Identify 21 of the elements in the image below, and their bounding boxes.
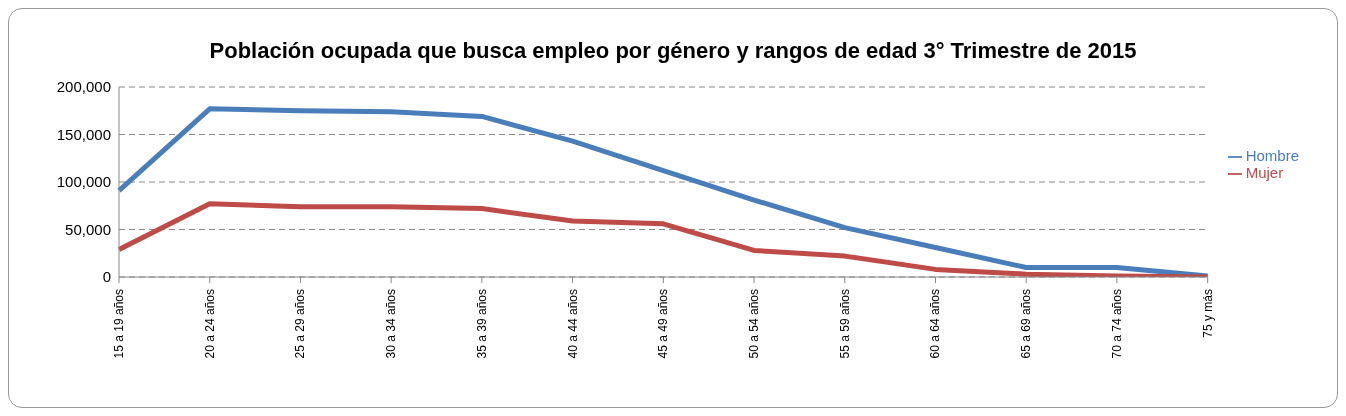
x-tick-label: 60 a 64 años [928,289,943,359]
legend-label: Mujer [1245,164,1284,182]
x-tick-label: 65 a 69 años [1019,289,1034,359]
y-tick-label: 200,000 [56,78,111,96]
x-tick-label: 20 a 24 años [202,289,217,359]
x-tick-label: 35 a 39 años [474,289,489,359]
x-tick-label: 75 y más [1200,289,1215,338]
y-tick-label: 150,000 [56,125,111,143]
y-tick-label: 50,000 [65,220,111,238]
x-tick-label: 55 a 59 años [837,289,852,359]
x-tick-label: 45 a 49 años [656,289,671,359]
x-tick-label: 50 a 54 años [747,289,762,359]
y-tick-label: 100,000 [56,173,111,191]
x-tick-label: 40 a 44 años [565,289,580,359]
x-tick-label: 25 a 29 años [293,289,308,359]
x-tick-label: 30 a 34 años [384,289,399,359]
x-tick-label: 70 a 74 años [1109,289,1124,359]
y-tick-label: 0 [102,268,111,286]
chart-title: Población ocupada que busca empleo por género y rangos de edad 3° Trimestre de 2015 [208,37,1138,65]
x-tick-label: 15 a 19 años [112,289,126,359]
legend-label: Hombre [1245,147,1299,164]
